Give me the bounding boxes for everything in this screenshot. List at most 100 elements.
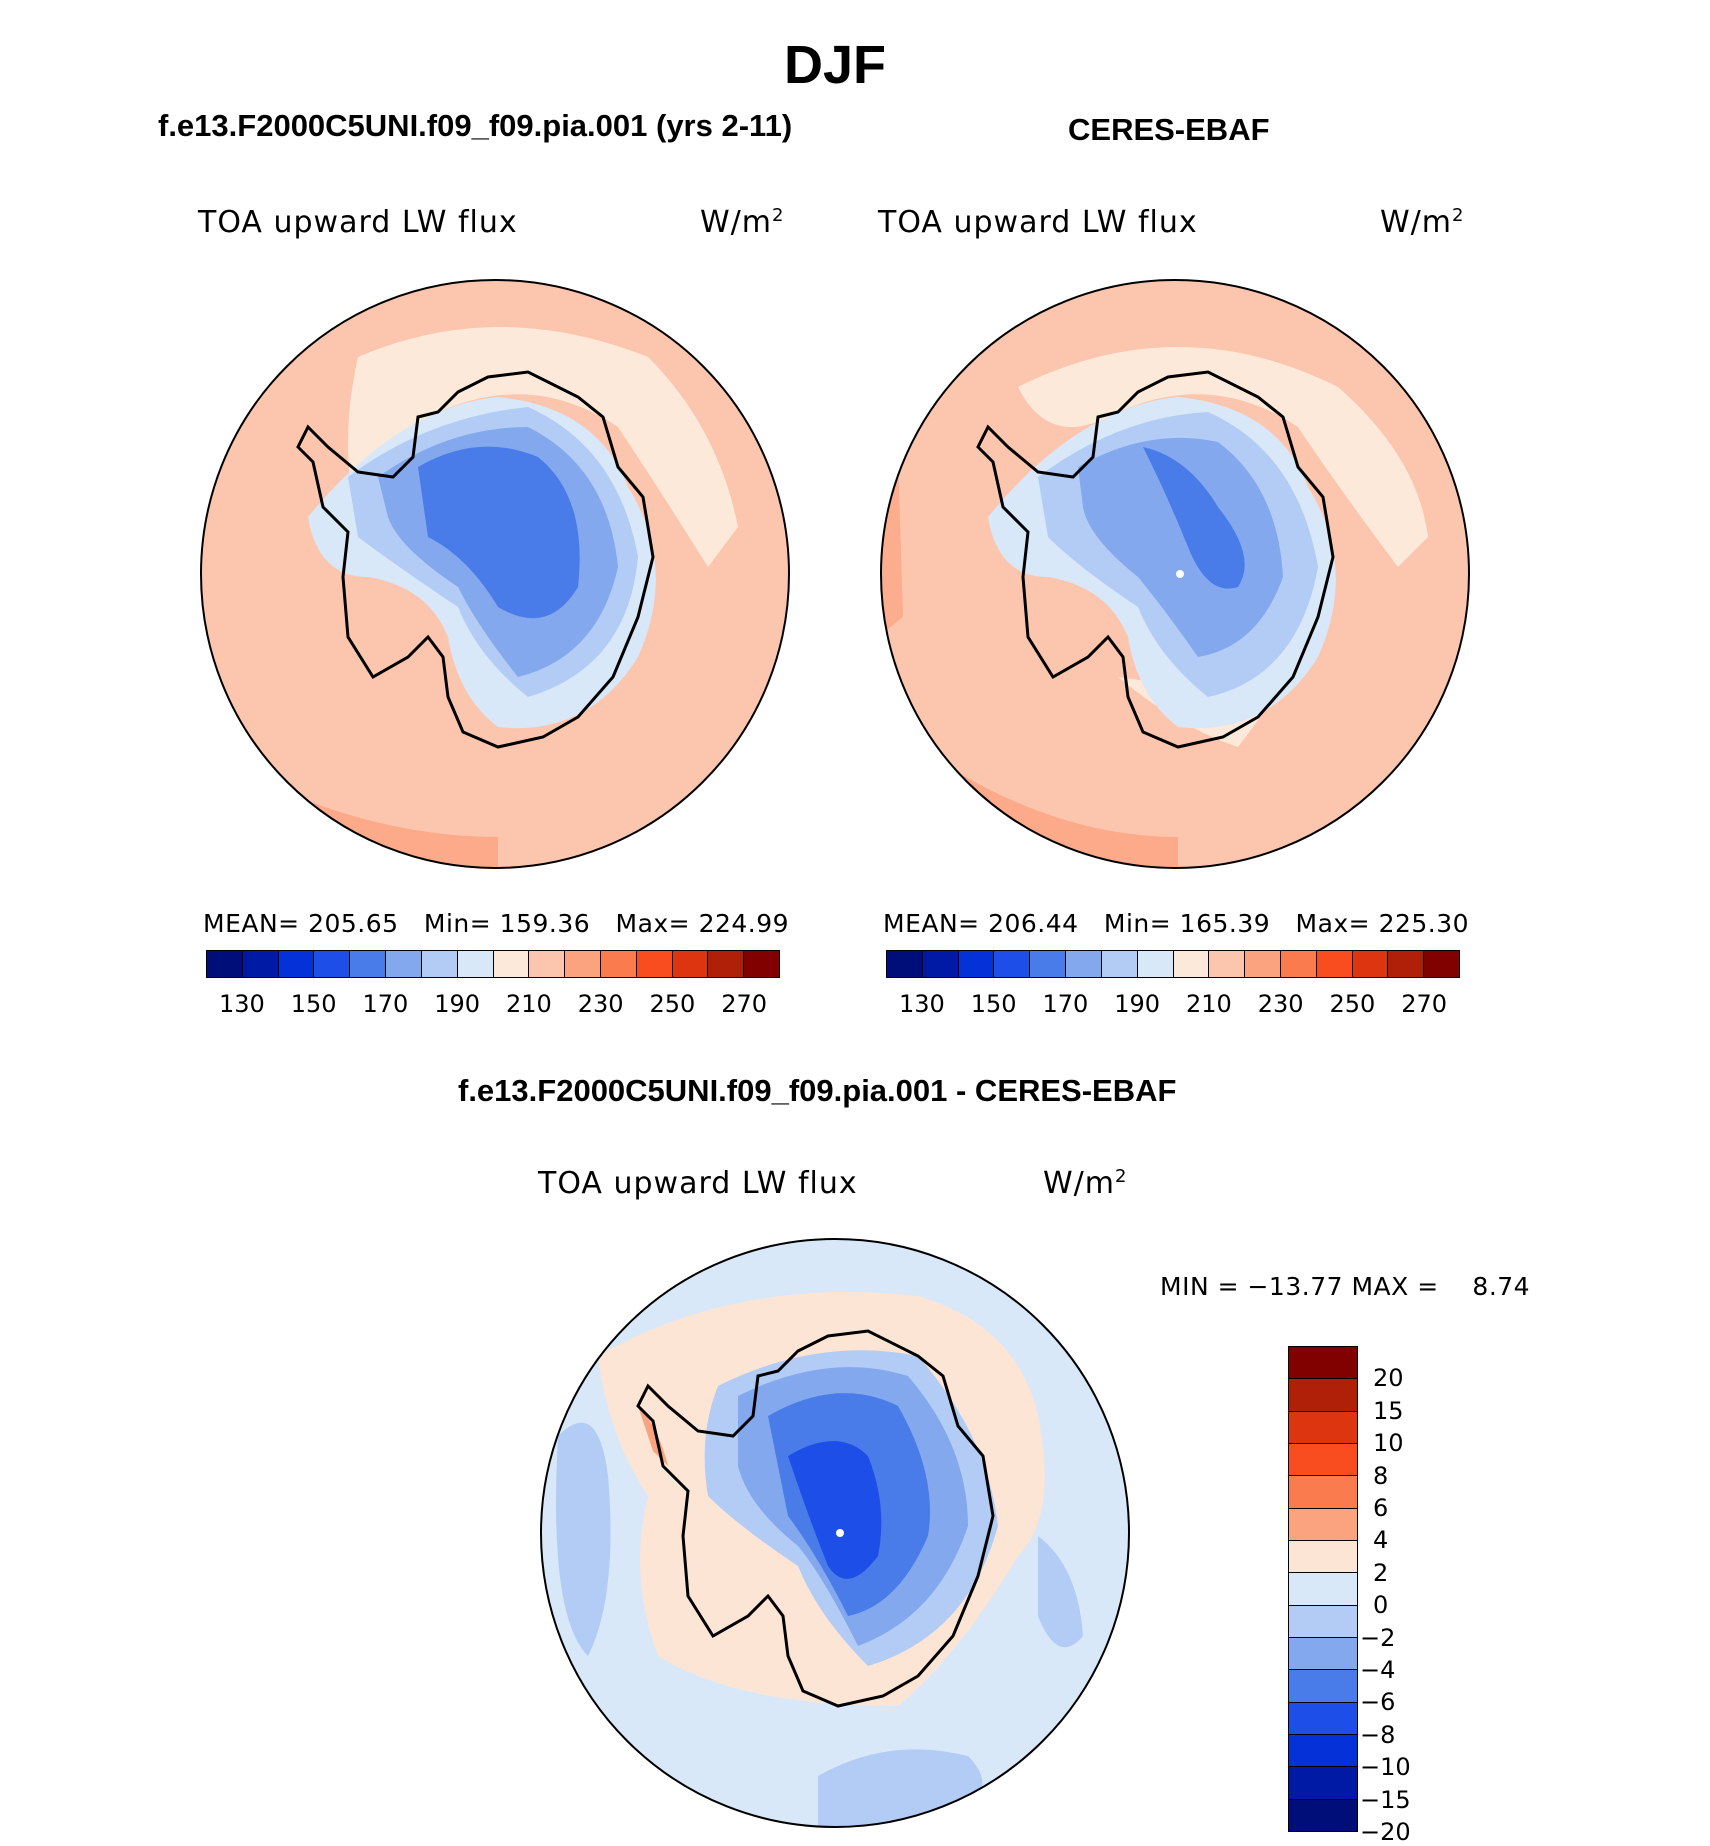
colorbar-swatch [1289,1702,1357,1735]
panel-2-units: W/m2 [1380,205,1465,240]
colorbar-tick-label: −6 [1360,1688,1396,1717]
panel-1-colorbar-labels: 130 150 170 190 210 230 250 270 [206,990,780,1020]
colorbar-swatch [636,951,673,977]
colorbar-swatch [1316,951,1353,977]
colorbar-tick-label: 2 [1373,1558,1389,1587]
colorbar-tick-label: 250 [1329,990,1376,1018]
panel-2-stats: MEAN= 206.44 Min= 165.39 Max= 225.30 [883,909,1470,938]
colorbar-swatch [1289,1799,1357,1831]
colorbar-swatch [887,951,923,977]
colorbar-swatch [708,951,745,977]
colorbar-tick-label: 230 [1257,990,1304,1018]
panel-1-units: W/m2 [700,205,785,240]
colorbar-swatch [350,951,387,977]
panel-1-stats: MEAN= 205.65 Min= 159.36 Max= 224.99 [203,909,790,938]
colorbar-swatch [1352,951,1389,977]
diff-minmax: MIN = −13.77 MAX = 8.74 [1160,1272,1531,1301]
page-title: DJF [783,35,886,95]
colorbar-swatch [672,951,709,977]
colorbar-swatch [1101,951,1138,977]
panel-2-colorbar-labels: 130 150 170 190 210 230 250 270 [886,990,1460,1020]
colorbar-swatch [386,951,422,977]
colorbar-swatch [1289,1540,1357,1574]
diff-colorbar [1288,1346,1358,1832]
colorbar-swatch [1289,1411,1357,1444]
colorbar-swatch [1289,1379,1357,1412]
diff-colorbar-labels: 20 15 10 8 6 4 2 0 −2 −4 −6 −8 −10 −15 −20 [1360,1346,1468,1846]
panel-1-variable: TOA upward LW flux [198,205,518,240]
colorbar-tick-label: 210 [505,990,552,1018]
colorbar-swatch [314,951,351,977]
diff-coastline [636,1329,995,1708]
colorbar-swatch [1289,1508,1357,1541]
colorbar-tick-label: 270 [1401,990,1448,1018]
colorbar-swatch [1289,1347,1357,1380]
colorbar-tick-label: 6 [1373,1494,1389,1522]
colorbar-tick-label: 190 [434,990,481,1018]
panel-1-colorbar [206,950,780,978]
colorbar-swatch [1424,951,1459,977]
colorbar-swatch [1289,1637,1357,1671]
colorbar-swatch [1280,951,1317,977]
colorbar-swatch [1289,1605,1357,1638]
colorbar-swatch [1289,1670,1357,1703]
panel-2-title: CERES-EBAF [1068,112,1270,147]
colorbar-swatch [1388,951,1425,977]
colorbar-tick-label: 150 [970,990,1017,1018]
colorbar-tick-label: 4 [1373,1526,1389,1555]
colorbar-tick-label: 0 [1373,1591,1389,1620]
colorbar-swatch [1289,1767,1357,1800]
colorbar-tick-label: −15 [1360,1785,1411,1814]
colorbar-swatch [744,951,779,977]
colorbar-swatch [994,951,1031,977]
colorbar-swatch [207,951,243,977]
panel-2-colorbar [886,950,1460,978]
colorbar-swatch [1289,1476,1357,1509]
colorbar-tick-label: 8 [1373,1461,1389,1490]
colorbar-swatch [1245,951,1281,977]
colorbar-tick-label: 15 [1373,1396,1404,1425]
colorbar-tick-label: 230 [577,990,624,1018]
diff-units: W/m2 [1043,1166,1128,1201]
colorbar-swatch [922,951,959,977]
colorbar-tick-label: −20 [1360,1818,1411,1846]
colorbar-swatch [600,951,637,977]
colorbar-tick-label: 210 [1185,990,1232,1018]
colorbar-tick-label: 250 [649,990,696,1018]
colorbar-tick-label: −8 [1360,1720,1396,1749]
colorbar-tick-label: 150 [290,990,337,1018]
colorbar-swatch [1066,951,1102,977]
colorbar-swatch [242,951,279,977]
colorbar-tick-label: 170 [1042,990,1089,1018]
diff-variable: TOA upward LW flux [538,1166,858,1201]
colorbar-tick-label: −4 [1360,1656,1396,1684]
colorbar-tick-label: 20 [1373,1364,1404,1393]
colorbar-swatch [1289,1443,1357,1477]
diff-title: f.e13.F2000C5UNI.f09_f09.pia.001 - CERES… [458,1073,1177,1108]
colorbar-tick-label: 10 [1373,1429,1404,1458]
colorbar-swatch [958,951,995,977]
colorbar-swatch [1289,1573,1357,1606]
panel-2-variable: TOA upward LW flux [878,205,1198,240]
colorbar-tick-label: 190 [1114,990,1161,1018]
colorbar-swatch [1030,951,1067,977]
panel-1-coastline [296,370,655,749]
colorbar-swatch [457,951,494,977]
colorbar-tick-label: 170 [362,990,409,1018]
colorbar-swatch [1137,951,1174,977]
colorbar-swatch [529,951,566,977]
colorbar-swatch [278,951,315,977]
colorbar-tick-label: 270 [721,990,768,1018]
colorbar-swatch [1173,951,1210,977]
colorbar-swatch [1289,1734,1357,1768]
colorbar-tick-label: −10 [1360,1753,1411,1782]
diff-map [540,1238,1130,1828]
panel-2-map [880,279,1470,869]
colorbar-swatch [1209,951,1246,977]
panel-1-title: f.e13.F2000C5UNI.f09_f09.pia.001 (yrs 2-… [158,108,793,143]
colorbar-tick-label: −2 [1360,1623,1396,1652]
colorbar-swatch [421,951,458,977]
panel-1-map [200,279,790,869]
colorbar-swatch [565,951,601,977]
colorbar-swatch [493,951,530,977]
